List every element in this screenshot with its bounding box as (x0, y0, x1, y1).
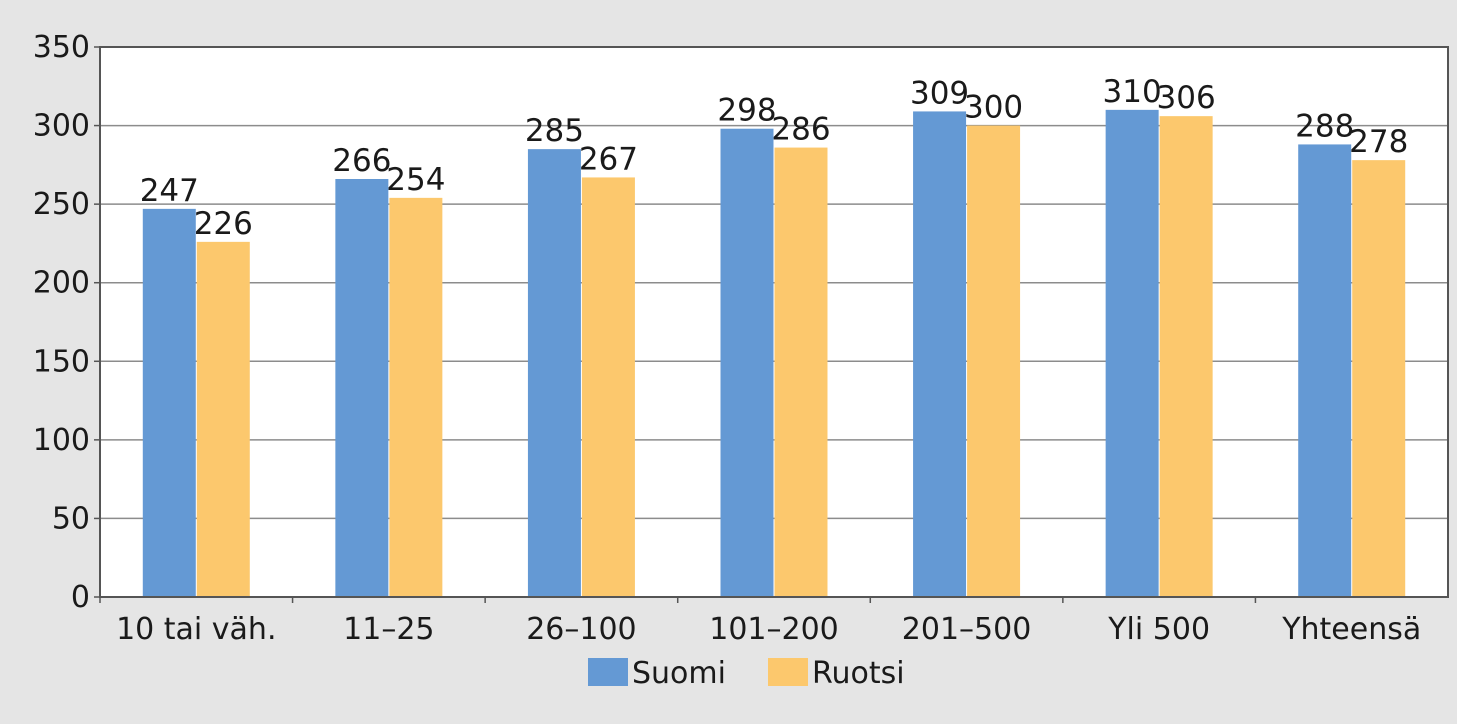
bars (142, 109, 1406, 598)
data-label: 226 (194, 206, 253, 242)
legend-label: Ruotsi (812, 656, 905, 691)
plot-area-background (100, 47, 1448, 597)
y-tick-label: 150 (33, 344, 90, 379)
data-label: 288 (1295, 108, 1354, 144)
data-label: 286 (771, 112, 830, 148)
data-label: 300 (964, 90, 1023, 126)
legend-swatch-ruotsi (768, 658, 808, 686)
x-tick-label: 26–100 (526, 612, 636, 647)
bar-suomi (720, 128, 774, 597)
y-tick-label: 50 (52, 501, 90, 536)
bar-suomi (335, 179, 389, 597)
bar-ruotsi (581, 177, 635, 597)
bar-ruotsi (1352, 160, 1406, 597)
data-label: 266 (332, 143, 391, 179)
data-label: 254 (386, 162, 445, 198)
x-axis-labels: 10 tai väh. 11–25 26–100 101–200 201–500 Yli … (99, 597, 1421, 647)
data-label: 285 (525, 113, 584, 149)
x-tick-label: 11–25 (343, 612, 434, 647)
data-label: 247 (140, 173, 199, 209)
bar-ruotsi (1159, 116, 1213, 598)
gridlines (100, 124, 1448, 520)
x-tick-label: Yhteensä (1281, 612, 1421, 647)
bar-ruotsi (774, 147, 828, 598)
y-axis-ticks: 0 50 100 150 200 250 300 350 (33, 30, 100, 615)
bar-ruotsi (196, 241, 250, 597)
bar-suomi (1298, 144, 1352, 597)
data-label: 298 (717, 93, 776, 129)
y-tick-label: 300 (33, 109, 90, 144)
legend-swatch-suomi (588, 658, 628, 686)
x-tick-label: 201–500 (902, 612, 1032, 647)
bar-suomi (1105, 109, 1159, 597)
x-tick-label: Yli 500 (1107, 612, 1210, 647)
data-label: 267 (579, 141, 638, 177)
data-label: 278 (1349, 124, 1408, 160)
bar-suomi (527, 149, 581, 597)
bar-suomi (142, 208, 196, 597)
y-tick-label: 250 (33, 187, 90, 222)
y-tick-label: 0 (71, 580, 90, 615)
data-label: 310 (1103, 74, 1162, 110)
legend: Suomi Ruotsi (588, 656, 905, 691)
bar-ruotsi (389, 197, 443, 597)
data-label: 306 (1157, 80, 1216, 116)
x-tick-label: 10 tai väh. (116, 612, 276, 647)
bar-suomi (913, 111, 967, 597)
legend-label: Suomi (632, 656, 726, 691)
bar-ruotsi (967, 125, 1021, 598)
y-tick-label: 350 (33, 30, 90, 65)
y-tick-label: 100 (33, 423, 90, 458)
x-tick-label: 101–200 (709, 612, 839, 647)
y-tick-label: 200 (33, 266, 90, 301)
data-label: 309 (910, 75, 969, 111)
plot-area-border (99, 46, 1449, 598)
